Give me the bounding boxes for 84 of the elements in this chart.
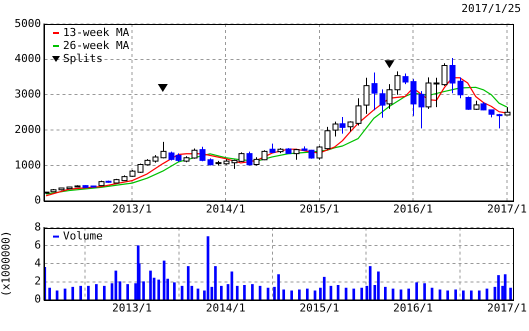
bar bbox=[114, 270, 118, 300]
bar bbox=[336, 285, 340, 300]
bar bbox=[251, 284, 254, 300]
bar bbox=[407, 288, 410, 300]
bar bbox=[462, 290, 465, 300]
y-tick-label: 0 bbox=[34, 194, 41, 207]
bar bbox=[157, 280, 160, 300]
bar bbox=[423, 283, 426, 300]
bar bbox=[236, 286, 239, 300]
x-tick-label: 2016/1 bbox=[393, 202, 433, 216]
bar bbox=[206, 236, 210, 300]
y-tick-label: 4 bbox=[34, 256, 42, 270]
y-tick-label: 1000 bbox=[14, 158, 41, 172]
x-tick-label: 2015/1 bbox=[299, 301, 340, 314]
bar bbox=[454, 290, 457, 300]
bar bbox=[95, 284, 98, 300]
x-tick-label: 2013/1 bbox=[112, 202, 152, 216]
bar bbox=[415, 282, 418, 300]
y-tick-label: 8 bbox=[34, 220, 41, 234]
bar bbox=[282, 290, 286, 300]
bar bbox=[71, 286, 74, 300]
bar bbox=[266, 288, 270, 300]
bar bbox=[322, 276, 326, 300]
bar bbox=[87, 286, 90, 300]
x-tick-label: 2017/1 bbox=[487, 202, 527, 216]
x-tick-label: 2014/1 bbox=[206, 301, 246, 314]
x-tick-label: 2013/1 bbox=[112, 301, 152, 314]
bar bbox=[368, 266, 372, 300]
y-tick-label: 6 bbox=[34, 238, 41, 252]
bar bbox=[102, 286, 106, 300]
bar bbox=[344, 288, 348, 300]
bar bbox=[64, 288, 66, 300]
bar bbox=[126, 284, 129, 300]
text: 2017/1/25 bbox=[461, 2, 521, 15]
bar bbox=[214, 266, 217, 300]
bar bbox=[377, 271, 380, 300]
bar bbox=[392, 288, 394, 300]
bar bbox=[497, 275, 500, 300]
bar bbox=[180, 286, 184, 300]
bar bbox=[162, 260, 166, 300]
y-tick-label: 3000 bbox=[14, 88, 41, 101]
bar bbox=[220, 286, 223, 300]
legend-label: Volume bbox=[63, 229, 103, 242]
legend-label: 26-week MA bbox=[63, 38, 130, 52]
bar bbox=[330, 286, 332, 300]
bar bbox=[360, 288, 364, 300]
bar bbox=[56, 290, 58, 300]
y-axis-title: (x1000000) bbox=[0, 230, 12, 297]
bar bbox=[314, 290, 316, 300]
x-tick-label: 2016/1 bbox=[393, 301, 433, 314]
bar bbox=[486, 288, 488, 300]
bar bbox=[352, 288, 356, 300]
bar bbox=[306, 288, 309, 300]
y-tick-label: 4000 bbox=[14, 52, 41, 66]
y-tick-label: 0 bbox=[34, 292, 41, 306]
y-tick-label: 5000 bbox=[14, 16, 41, 30]
legend-label: 13-week MA bbox=[63, 26, 130, 39]
bar bbox=[149, 270, 152, 300]
bar bbox=[48, 288, 51, 300]
bar bbox=[504, 274, 507, 300]
y-tick-label: 2 bbox=[34, 274, 41, 288]
bar bbox=[446, 290, 450, 300]
bar bbox=[243, 285, 246, 300]
bar bbox=[430, 288, 434, 300]
bar bbox=[258, 286, 262, 300]
bar bbox=[230, 271, 234, 300]
x-tick-label: 2017/1 bbox=[487, 301, 527, 314]
bar bbox=[470, 290, 473, 300]
bar bbox=[196, 288, 200, 300]
bar bbox=[277, 274, 280, 300]
bar bbox=[438, 290, 442, 300]
bar bbox=[298, 290, 301, 300]
bar bbox=[290, 290, 293, 300]
bar bbox=[478, 290, 481, 300]
bar bbox=[186, 266, 190, 300]
y-tick-label: 2000 bbox=[14, 122, 41, 136]
bar bbox=[79, 286, 82, 300]
bar bbox=[384, 286, 387, 300]
bar bbox=[400, 290, 402, 300]
legend-label: Splits bbox=[63, 52, 103, 65]
x-tick-label: 2014/1 bbox=[206, 202, 246, 216]
bar bbox=[509, 288, 512, 300]
bar bbox=[173, 282, 176, 300]
x-tick-label: 2015/1 bbox=[299, 202, 340, 216]
